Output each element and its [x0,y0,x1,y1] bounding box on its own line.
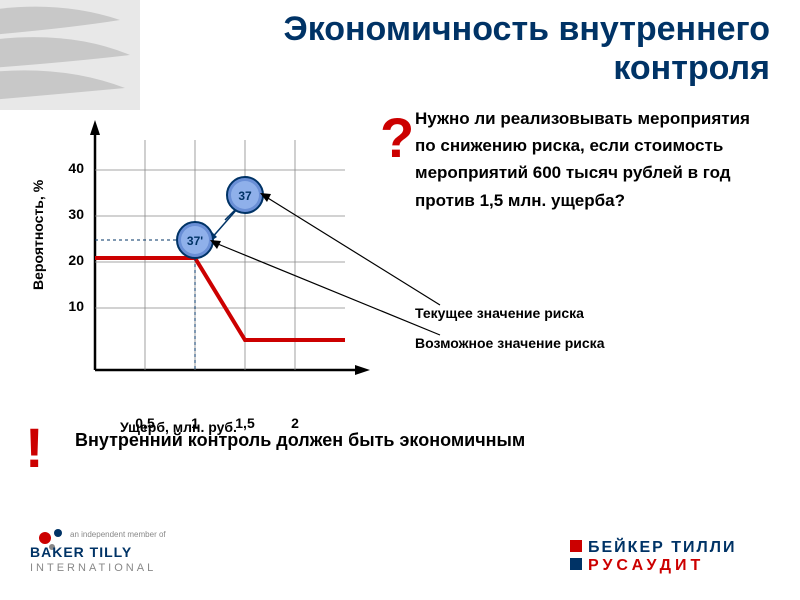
slide-title: Экономичность внутреннего контроля [200,10,770,88]
question-text: Нужно ли реализовывать мероприятия по сн… [415,105,770,214]
ytick-30: 30 [60,206,84,222]
ytick-10: 10 [60,298,84,314]
logo-intl-name: BAKER TILLY [30,544,132,560]
title-line1: Экономичность внутреннего [284,10,771,48]
risk-chart: Вероятность, % 40 30 20 10 [30,130,370,430]
exclamation-mark-icon: ! [25,415,44,480]
ytick-20: 20 [60,252,84,268]
corner-decoration [0,0,140,110]
xtick-2: 2 [280,415,310,431]
logo-intl-sub: INTERNATIONAL [30,562,156,573]
logo-square-red [570,540,582,552]
logo-baker-tilly-intl: an independent member of BAKER TILLY INT… [30,523,230,578]
node-current-label: 37 [238,189,252,203]
conclusion-text: Внутренний контроль должен быть экономич… [75,430,525,451]
logo-ru-bot: РУСАУДИТ [588,557,704,574]
slide-root: Экономичность внутреннего контроля Вероя… [0,0,800,600]
logo-baker-tilly-rusaudit: БЕЙКЕР ТИЛЛИ РУСАУДИТ [570,539,770,575]
title-line2: контроля [613,49,770,87]
question-mark-icon: ? [380,105,414,170]
ytick-40: 40 [60,160,84,176]
logo-ru-top: БЕЙКЕР ТИЛЛИ [588,539,736,556]
chart-grid: 37 37' [95,140,370,370]
label-possible-risk: Возможное значение риска [415,335,604,351]
label-current-risk: Текущее значение риска [415,305,584,321]
logo-square-blue [570,558,582,570]
node-possible-label: 37' [187,234,203,248]
logo-intl-tagline: an independent member of [70,530,166,539]
y-axis-label: Вероятность, % [30,180,46,290]
